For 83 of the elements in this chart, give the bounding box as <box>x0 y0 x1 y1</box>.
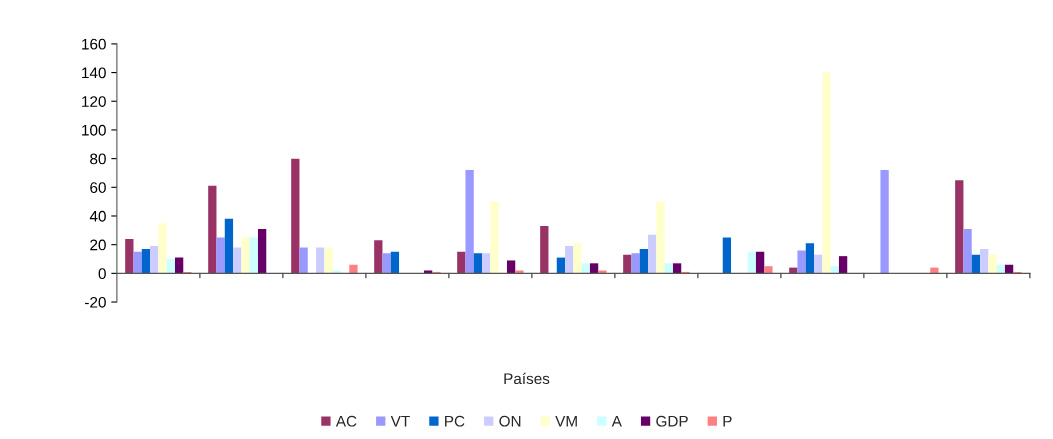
bar <box>722 237 732 274</box>
bar <box>291 158 300 274</box>
bar <box>506 260 516 274</box>
bar <box>324 247 333 274</box>
y-tick-label: 0 <box>98 268 106 280</box>
bar <box>174 257 184 274</box>
bar <box>838 256 848 274</box>
bar <box>349 264 358 274</box>
bar <box>390 251 400 274</box>
bar <box>672 263 682 274</box>
legend-label: VM <box>555 415 577 427</box>
bar <box>631 253 640 274</box>
bar <box>573 243 582 274</box>
bar <box>332 270 341 274</box>
bar <box>814 254 823 274</box>
bar <box>797 250 806 274</box>
bar <box>805 243 815 274</box>
bar <box>830 266 839 274</box>
bar <box>556 257 566 274</box>
bar <box>133 251 142 274</box>
bar <box>465 170 474 274</box>
legend-label: A <box>611 415 622 427</box>
bar <box>158 223 167 274</box>
bar <box>664 263 673 274</box>
y-tick-label: 100 <box>82 124 106 136</box>
bar <box>457 251 466 274</box>
legend-label: PC <box>445 415 465 427</box>
y-tick-label: 80 <box>90 153 106 165</box>
bar <box>1004 264 1014 274</box>
bar <box>822 72 831 274</box>
bar <box>540 226 549 274</box>
bar <box>764 266 773 274</box>
bar <box>755 251 765 274</box>
bar <box>141 248 151 274</box>
bar <box>515 270 524 274</box>
bar <box>747 251 756 274</box>
bar <box>955 180 964 274</box>
bar <box>639 248 649 274</box>
legend-label: ON <box>499 415 521 427</box>
legend-label: P <box>723 415 732 427</box>
bar <box>930 267 939 274</box>
text: Países <box>504 372 550 385</box>
bar <box>623 254 632 274</box>
y-tick-label: 120 <box>82 96 106 107</box>
bar <box>996 264 1005 274</box>
bar <box>257 228 267 274</box>
bar <box>589 263 599 274</box>
bar <box>648 234 657 274</box>
bar <box>382 253 391 274</box>
bar <box>490 201 499 274</box>
bar <box>482 253 491 274</box>
bar <box>224 218 234 274</box>
bar <box>150 246 159 274</box>
bar <box>233 247 242 274</box>
bar <box>980 248 989 274</box>
bar <box>208 185 217 274</box>
legend-label: GDP <box>656 415 688 427</box>
y-tick-label: 160 <box>82 38 106 50</box>
y-tick-label: 40 <box>89 210 106 222</box>
bar <box>299 247 308 274</box>
legend-label: AC <box>335 415 357 427</box>
bar <box>963 228 972 274</box>
bar <box>316 247 325 274</box>
y-tick-label: 20 <box>90 239 106 251</box>
y-tick-label: -20 <box>85 296 106 308</box>
bar <box>423 270 433 274</box>
bar <box>581 263 590 274</box>
bar <box>971 254 981 274</box>
bar <box>656 201 665 274</box>
bar <box>249 237 258 274</box>
bar <box>565 246 574 274</box>
bar <box>598 270 607 274</box>
y-tick-label: 60 <box>90 182 106 193</box>
bar <box>374 240 383 274</box>
bar <box>241 237 250 274</box>
bar <box>473 253 483 274</box>
bar <box>988 254 997 274</box>
bar <box>880 170 889 274</box>
y-tick-label: 140 <box>82 67 106 79</box>
bar <box>166 259 175 274</box>
bar <box>216 237 225 274</box>
legend-label: VT <box>390 415 410 427</box>
bar <box>125 238 134 274</box>
